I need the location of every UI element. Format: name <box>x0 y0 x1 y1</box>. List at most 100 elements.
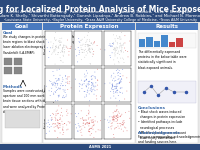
Point <box>65 114 69 116</box>
Point <box>115 115 118 118</box>
Point <box>116 116 120 119</box>
Point <box>47 119 50 121</box>
Point <box>51 118 54 120</box>
Point <box>119 80 122 83</box>
Point <box>59 51 62 54</box>
Point <box>59 117 62 119</box>
Point <box>126 56 130 58</box>
Point <box>117 50 120 52</box>
Point <box>94 76 97 78</box>
Point <box>64 91 67 94</box>
Point <box>56 51 60 54</box>
Point <box>90 75 93 77</box>
Point <box>64 84 67 87</box>
Point <box>89 116 92 119</box>
Point <box>77 40 81 43</box>
Point <box>84 43 87 46</box>
Point <box>118 82 121 84</box>
Point <box>69 47 72 50</box>
Point <box>55 89 58 92</box>
Point <box>87 113 90 115</box>
Point <box>84 54 88 56</box>
Point <box>89 89 92 92</box>
Point <box>109 56 112 59</box>
Point <box>117 60 120 63</box>
Point <box>86 34 89 36</box>
Point <box>88 81 91 83</box>
Point <box>66 128 70 130</box>
Point <box>55 124 59 126</box>
Point <box>87 82 90 84</box>
Point <box>75 127 78 129</box>
Point <box>125 130 129 132</box>
Point <box>87 47 91 49</box>
Point <box>98 129 102 131</box>
Point <box>53 63 57 65</box>
Point <box>94 77 97 80</box>
Point <box>65 109 69 111</box>
Text: ¹Louisiana State University, ²Baylor University, ³Texas A&M University College o: ¹Louisiana State University, ²Baylor Uni… <box>4 18 196 22</box>
Text: Striatum: Striatum <box>44 117 48 128</box>
Point <box>62 54 65 56</box>
Point <box>79 39 83 42</box>
Point <box>58 74 62 76</box>
Point <box>58 122 61 125</box>
Point <box>120 78 123 80</box>
Point <box>49 114 52 117</box>
Point <box>123 122 126 124</box>
Point <box>92 42 95 44</box>
Point <box>50 118 53 120</box>
Point <box>65 124 68 126</box>
Point <box>85 40 88 42</box>
Point <box>58 37 62 40</box>
Point <box>48 80 51 82</box>
Point <box>56 119 59 121</box>
Point <box>114 90 118 93</box>
Point <box>83 49 86 52</box>
Point <box>50 125 53 128</box>
Point <box>91 83 94 85</box>
Point <box>120 51 123 53</box>
Point <box>57 46 60 48</box>
Point <box>54 113 58 115</box>
Point <box>59 123 62 125</box>
Point <box>58 44 61 46</box>
Bar <box>136 23 198 30</box>
Point <box>92 122 95 124</box>
Point <box>113 53 117 56</box>
Point <box>80 48 84 51</box>
Point <box>91 74 94 77</box>
Point <box>124 111 127 114</box>
Point <box>65 46 68 48</box>
Point <box>53 130 56 132</box>
Point <box>51 84 54 86</box>
Point <box>92 88 95 90</box>
Point <box>118 35 121 38</box>
Point <box>54 53 57 56</box>
Point <box>58 88 61 90</box>
Point <box>82 122 85 124</box>
Point <box>88 93 91 95</box>
Point <box>63 122 66 125</box>
Point <box>49 47 52 49</box>
Point <box>52 126 56 128</box>
Point <box>77 37 80 40</box>
Point <box>87 130 90 133</box>
Point <box>95 44 99 47</box>
Point <box>96 84 99 86</box>
Point <box>119 38 122 40</box>
Point <box>79 83 82 85</box>
Point <box>112 77 115 80</box>
Point <box>117 74 120 77</box>
Point <box>85 79 88 81</box>
Point <box>65 110 68 113</box>
Point <box>55 82 59 85</box>
Text: Conclusions: Conclusions <box>138 106 166 110</box>
Point <box>91 84 94 86</box>
Point <box>56 88 59 91</box>
Point <box>68 121 72 123</box>
Point <box>59 57 62 59</box>
Point <box>61 84 64 87</box>
Point <box>50 82 53 85</box>
Point <box>116 117 119 119</box>
